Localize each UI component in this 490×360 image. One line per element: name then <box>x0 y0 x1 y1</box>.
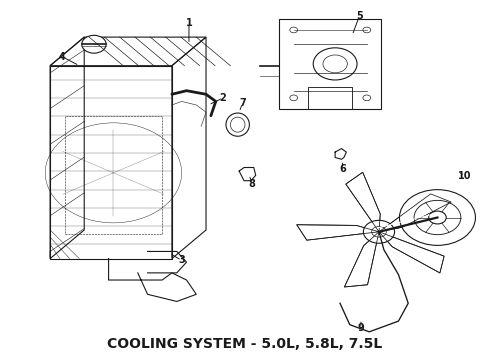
Ellipse shape <box>226 113 249 136</box>
Circle shape <box>313 48 357 80</box>
Polygon shape <box>297 225 379 240</box>
Polygon shape <box>379 194 451 232</box>
Text: 7: 7 <box>239 98 246 108</box>
Circle shape <box>82 35 106 53</box>
Polygon shape <box>344 232 379 287</box>
Polygon shape <box>239 167 256 181</box>
Circle shape <box>399 190 475 246</box>
Text: 6: 6 <box>339 164 346 174</box>
Text: 3: 3 <box>178 255 185 265</box>
Polygon shape <box>379 232 444 273</box>
Text: 9: 9 <box>358 323 365 333</box>
Circle shape <box>363 95 371 101</box>
Text: 1: 1 <box>186 18 193 28</box>
Circle shape <box>290 27 297 33</box>
Text: 10: 10 <box>458 171 471 181</box>
Polygon shape <box>346 172 380 232</box>
Circle shape <box>290 95 297 101</box>
Circle shape <box>363 27 371 33</box>
Text: COOLING SYSTEM - 5.0L, 5.8L, 7.5L: COOLING SYSTEM - 5.0L, 5.8L, 7.5L <box>107 337 383 351</box>
Polygon shape <box>335 149 346 159</box>
Text: 2: 2 <box>220 93 226 103</box>
Text: 8: 8 <box>249 179 256 189</box>
Text: 4: 4 <box>59 52 66 62</box>
Text: 5: 5 <box>356 11 363 21</box>
Circle shape <box>364 220 394 243</box>
